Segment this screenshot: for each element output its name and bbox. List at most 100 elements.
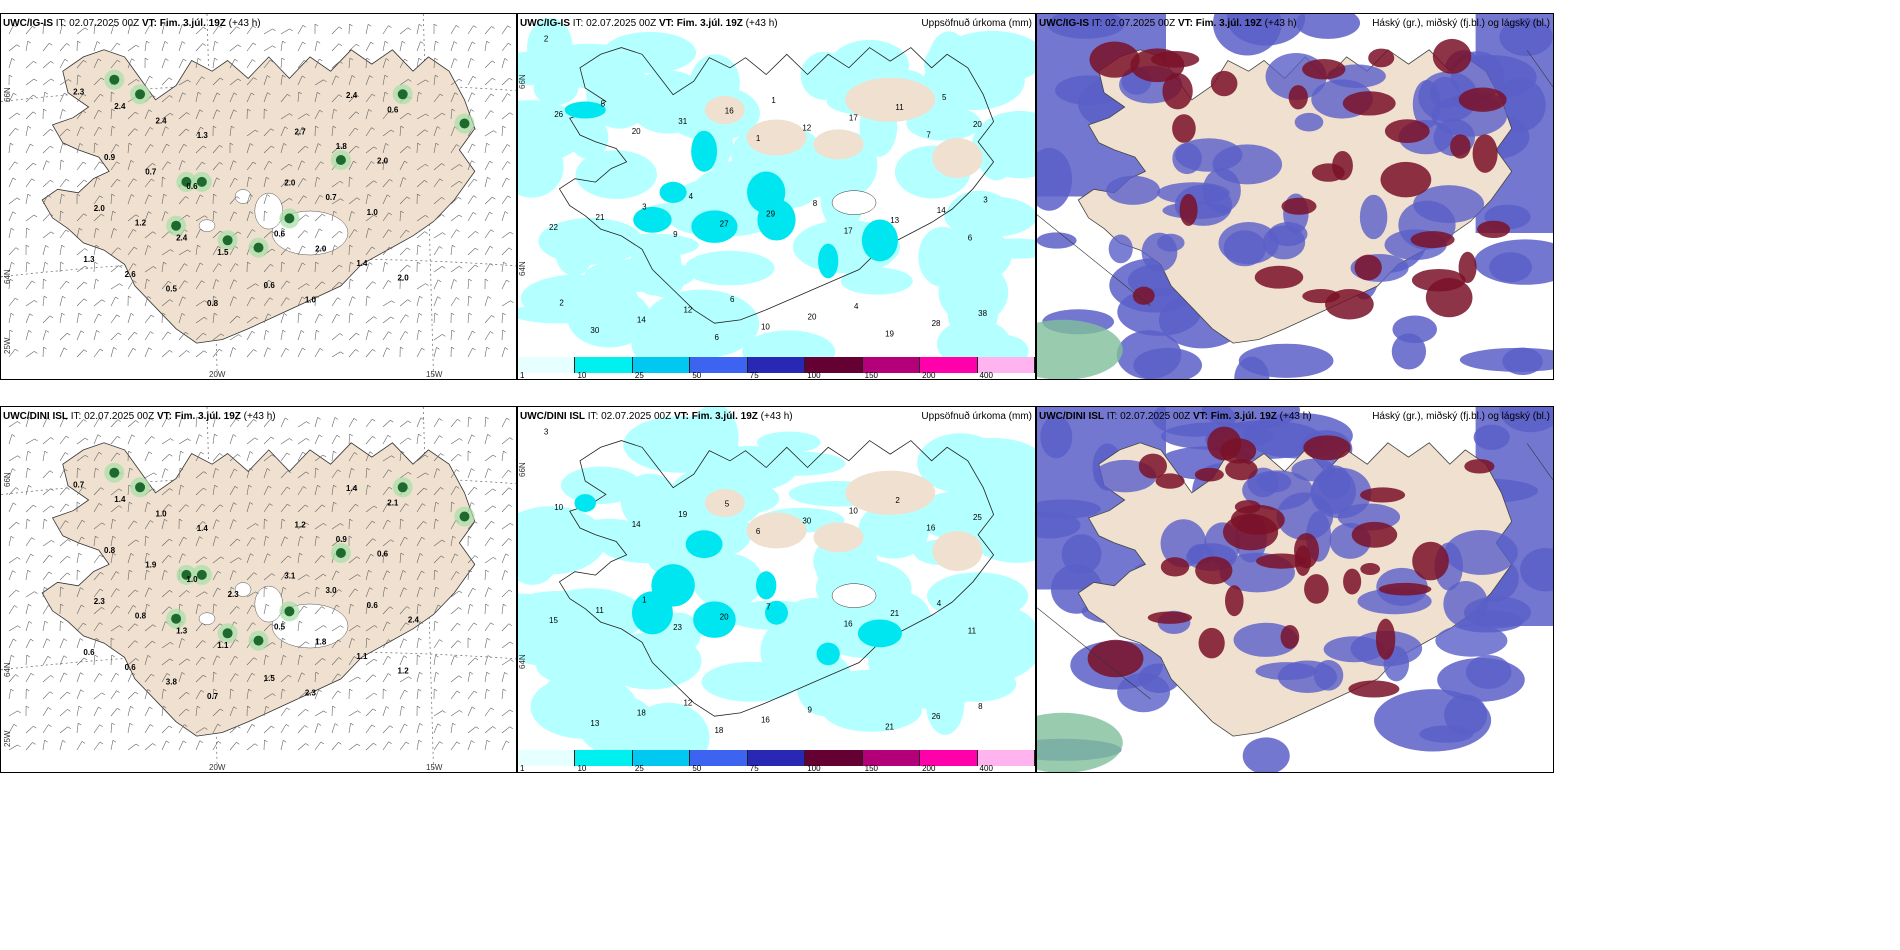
wind-barb: [484, 93, 492, 103]
wind-barb-tick: [131, 434, 135, 437]
wind-barb-tick: [101, 299, 105, 303]
precip-area-1mm: [623, 416, 737, 473]
wind-barb-tick: [230, 586, 235, 590]
wind-barb-tick: [149, 706, 153, 710]
wind-barb-tick: [451, 108, 456, 112]
wind-barb-tick: [388, 486, 393, 490]
wind-barb: [8, 605, 15, 615]
wind-barb-tick: [301, 672, 305, 675]
wind-barb-tick: [217, 741, 222, 744]
wind-barb-tick: [182, 740, 187, 744]
wind-barb-tick: [50, 145, 54, 149]
wind-barb: [229, 468, 235, 479]
wind-barb-tick: [12, 502, 17, 506]
wind-barb: [195, 674, 204, 683]
wind-barb: [178, 438, 188, 445]
wind-barb: [42, 451, 45, 462]
precip-value-label: 7: [926, 130, 931, 139]
wind-barb: [161, 299, 170, 307]
lat-label-66n: 66N: [518, 74, 527, 89]
panel-header: UWC/DINI ISL IT: 02.07.2025 00Z VT: Fim.…: [520, 411, 793, 422]
precip-value-label: 2.6: [125, 270, 137, 279]
wind-barb: [93, 434, 99, 445]
low-cloud-area: [1037, 499, 1101, 519]
wind-barb-tick: [48, 707, 52, 710]
wind-barb: [246, 673, 253, 683]
precip-value-label: 2.3: [228, 590, 240, 599]
wind-barb: [280, 555, 289, 564]
wind-barb: [450, 265, 460, 273]
wind-barb: [178, 41, 183, 52]
wind-barb-tick: [458, 214, 463, 218]
wind-barb: [76, 587, 81, 598]
wind-barb-tick: [82, 161, 87, 165]
wind-barb-tick: [17, 744, 21, 748]
wind-barb: [76, 179, 85, 188]
wind-barb: [314, 195, 321, 205]
wind-barb: [127, 623, 136, 632]
precip-value-label: 6: [730, 295, 735, 304]
wind-barb-tick: [117, 419, 121, 422]
panel-title: Uppsöfnuð úrkoma (mm): [921, 18, 1032, 29]
wind-barb-tick: [405, 314, 409, 317]
wind-barb: [59, 262, 61, 273]
wind-barb: [501, 93, 508, 103]
colorbar-label: 100: [807, 371, 821, 380]
wind-barb: [42, 92, 46, 103]
wind-barb: [399, 299, 408, 307]
mid-cloud-area: [1212, 144, 1283, 185]
wind-barb: [127, 539, 137, 547]
wind-barb-tick: [255, 283, 259, 286]
wind-barb-tick: [99, 588, 104, 592]
wind-barb: [280, 452, 288, 462]
wind-barb: [212, 741, 219, 751]
wind-barb: [76, 161, 84, 171]
wind-barb-tick: [471, 706, 476, 710]
wind-barb: [331, 245, 335, 256]
wind-barb: [314, 638, 318, 649]
wind-barb-tick: [408, 79, 412, 82]
wind-barb: [42, 488, 51, 496]
wind-barb: [263, 536, 267, 547]
wind-barb: [195, 109, 201, 120]
wind-barb-tick: [204, 316, 208, 320]
wind-barb-tick: [116, 588, 120, 591]
wind-barb: [433, 468, 438, 479]
wind-barb-tick: [145, 535, 149, 539]
wind-barb-tick: [252, 229, 256, 232]
wind-barb: [127, 640, 136, 649]
wind-barb-tick: [315, 467, 319, 471]
wind-barb: [450, 196, 459, 205]
wind-barb: [399, 247, 408, 256]
wind-barb-tick: [60, 620, 64, 624]
wind-barb-tick: [488, 587, 492, 590]
wind-barb-tick: [27, 125, 32, 129]
wind-barb-tick: [116, 314, 120, 318]
wind-barb-tick: [323, 625, 327, 628]
wind-barb: [212, 519, 217, 530]
wind-barb-tick: [420, 41, 424, 44]
wind-barb: [450, 297, 457, 307]
wind-barb-tick: [458, 453, 462, 457]
wind-barb: [433, 347, 437, 358]
wind-barb: [25, 638, 31, 649]
wind-barb: [229, 44, 239, 52]
wind-barb-tick: [354, 452, 358, 455]
precip-value-label: 1.2: [398, 666, 410, 675]
wind-barb-tick: [95, 244, 100, 248]
wind-barb-tick: [27, 467, 31, 471]
wind-barb: [399, 706, 402, 717]
wind-barb: [161, 538, 170, 547]
wind-barb: [348, 518, 350, 530]
wind-barb-tick: [302, 451, 306, 455]
wind-barb: [501, 211, 506, 222]
wind-barb-tick: [509, 112, 513, 115]
wind-barb-tick: [371, 127, 375, 130]
wind-barb-tick: [10, 227, 15, 231]
wind-barb: [382, 725, 391, 734]
map-canvas: [1037, 407, 1553, 772]
wind-barb: [467, 690, 475, 700]
wind-barb-tick: [63, 655, 68, 659]
wind-barb: [280, 28, 290, 35]
wind-barb: [263, 604, 267, 615]
